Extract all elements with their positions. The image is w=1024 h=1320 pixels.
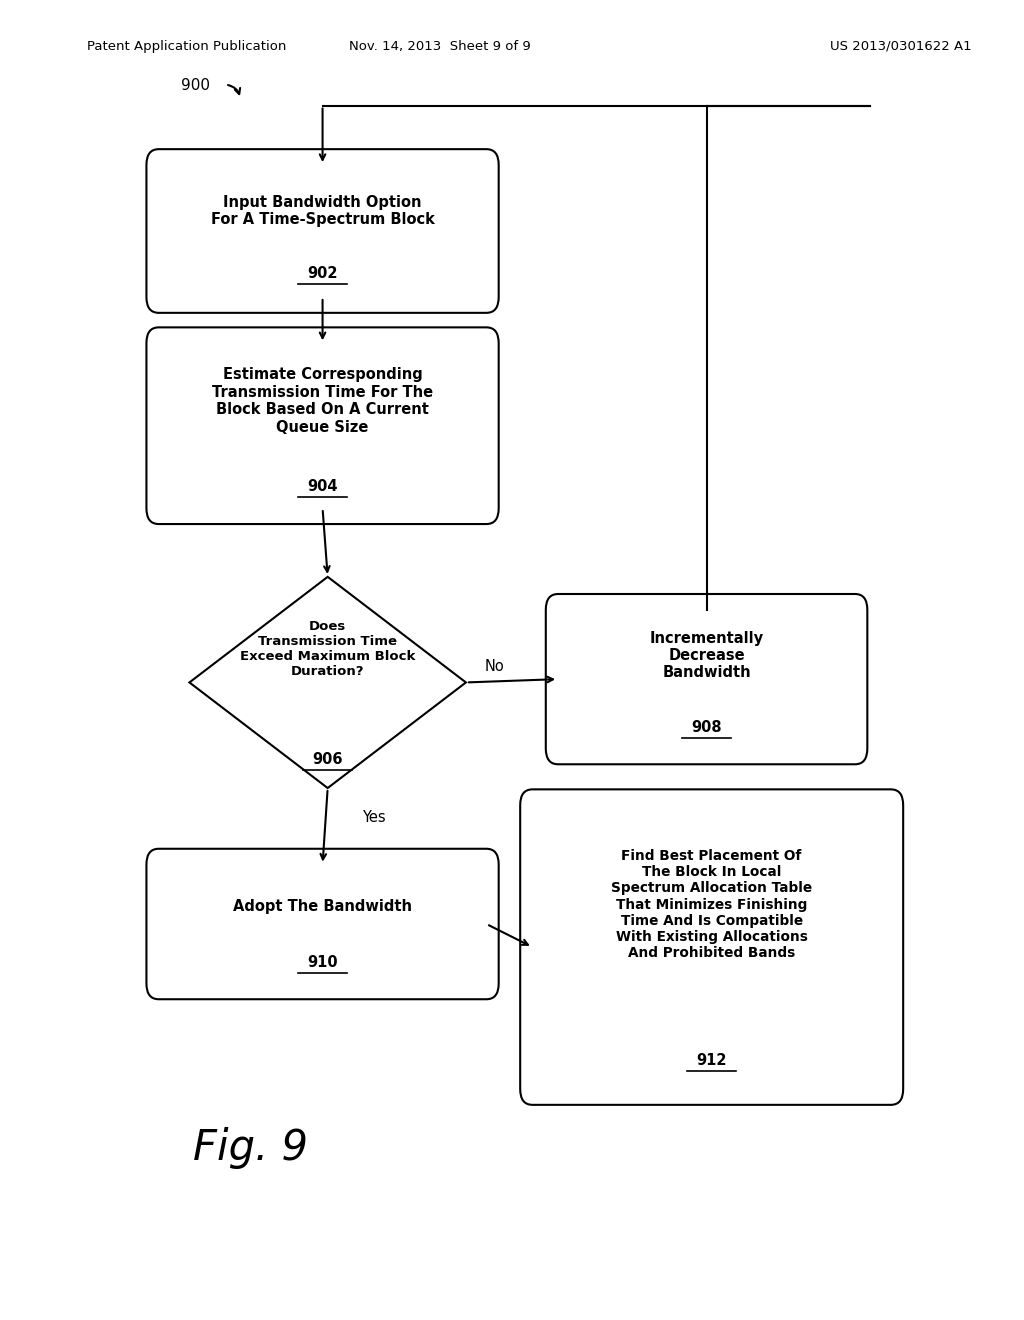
Text: US 2013/0301622 A1: US 2013/0301622 A1	[830, 40, 972, 53]
Polygon shape	[189, 577, 466, 788]
Text: 912: 912	[696, 1053, 727, 1068]
Text: Adopt The Bandwidth: Adopt The Bandwidth	[233, 899, 412, 913]
Text: Yes: Yes	[361, 809, 386, 825]
Text: 904: 904	[307, 479, 338, 494]
Text: 900: 900	[181, 78, 210, 94]
Text: Find Best Placement Of
The Block In Local
Spectrum Allocation Table
That Minimiz: Find Best Placement Of The Block In Loca…	[611, 849, 812, 960]
FancyBboxPatch shape	[546, 594, 867, 764]
FancyBboxPatch shape	[146, 327, 499, 524]
FancyBboxPatch shape	[146, 849, 499, 999]
Text: 902: 902	[307, 265, 338, 281]
Text: Estimate Corresponding
Transmission Time For The
Block Based On A Current
Queue : Estimate Corresponding Transmission Time…	[212, 367, 433, 434]
Text: Does
Transmission Time
Exceed Maximum Block
Duration?: Does Transmission Time Exceed Maximum Bl…	[240, 620, 416, 678]
FancyBboxPatch shape	[146, 149, 499, 313]
FancyBboxPatch shape	[520, 789, 903, 1105]
Text: Fig. 9: Fig. 9	[194, 1127, 308, 1170]
Text: Nov. 14, 2013  Sheet 9 of 9: Nov. 14, 2013 Sheet 9 of 9	[349, 40, 531, 53]
Text: No: No	[484, 659, 505, 675]
Text: 906: 906	[312, 751, 343, 767]
Text: Patent Application Publication: Patent Application Publication	[87, 40, 287, 53]
Text: 910: 910	[307, 954, 338, 969]
Text: Incrementally
Decrease
Bandwidth: Incrementally Decrease Bandwidth	[649, 631, 764, 681]
Text: Input Bandwidth Option
For A Time-Spectrum Block: Input Bandwidth Option For A Time-Spectr…	[211, 195, 434, 227]
Text: 908: 908	[691, 721, 722, 735]
